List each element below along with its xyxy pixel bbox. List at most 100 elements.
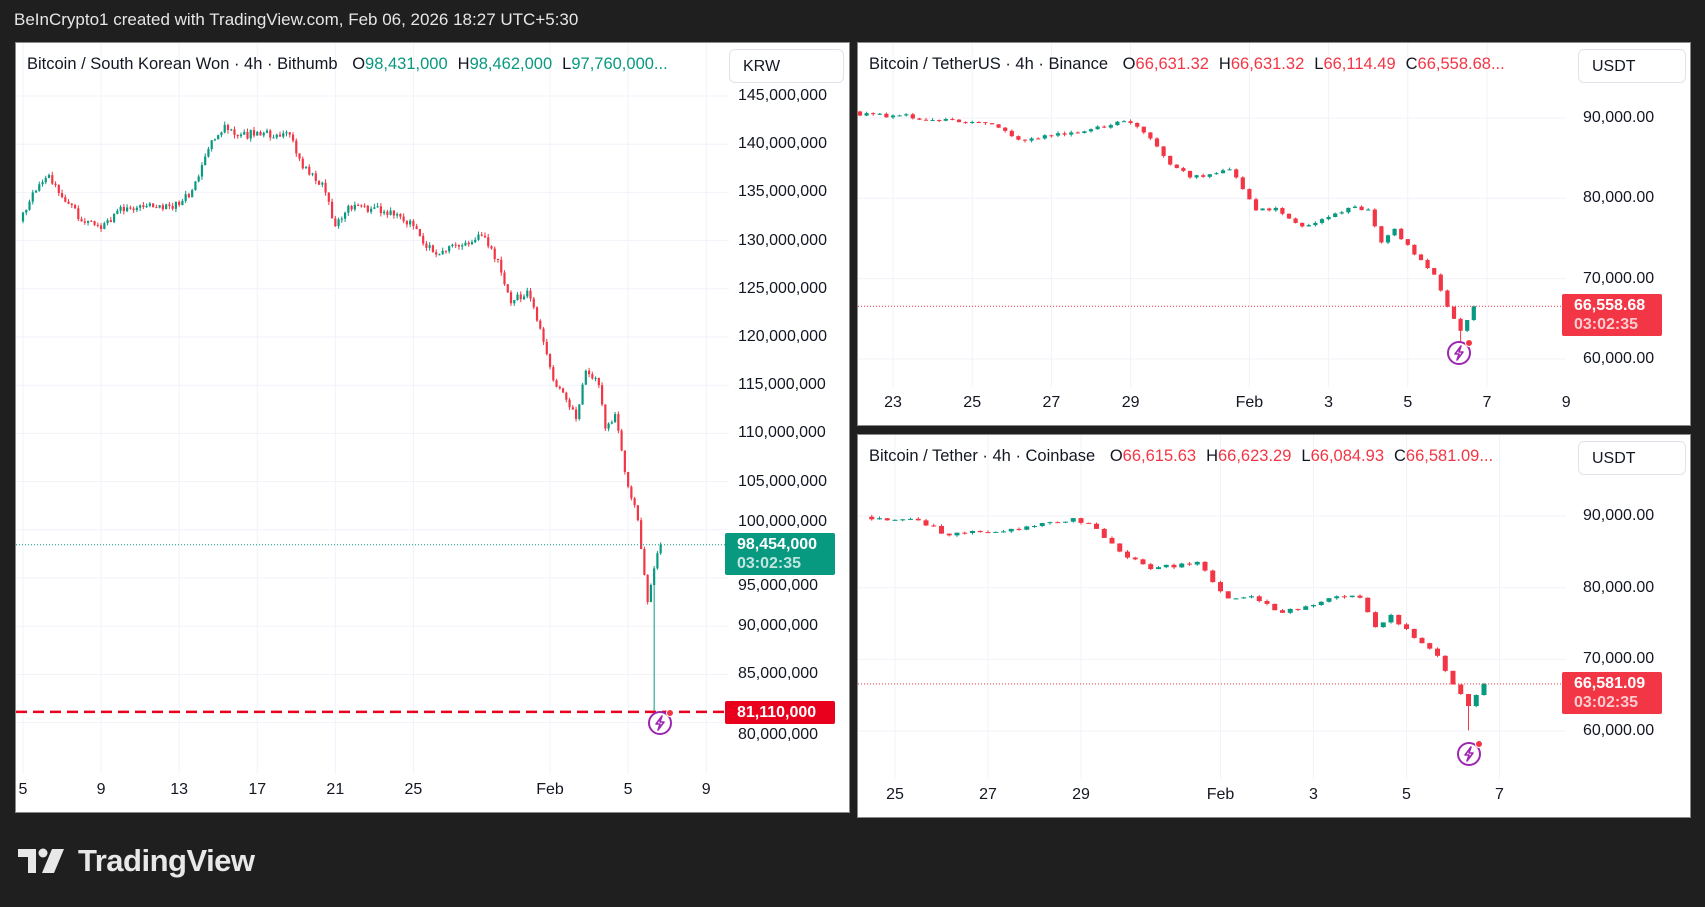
x-axis-tick-label: 29	[1072, 786, 1090, 803]
candle	[1225, 591, 1231, 599]
candle-countdown: 03:02:35	[737, 554, 802, 572]
x-axis-tick-label: 25	[963, 394, 982, 411]
candle	[308, 164, 311, 176]
last-price-value: 66,558.68	[1574, 297, 1646, 315]
candle	[262, 131, 265, 138]
lightning-event-icon[interactable]	[647, 708, 675, 736]
candle	[139, 204, 142, 212]
candle	[122, 204, 125, 215]
candle	[1055, 131, 1061, 137]
ohlc-key: C	[1394, 447, 1406, 465]
candle	[47, 173, 51, 179]
chart-panel-bithumb-btc-krw[interactable]: Bitcoin / South Korean Won · 4h · Bithum…	[15, 42, 850, 813]
candle	[633, 496, 636, 508]
chart-panel-coinbase-btc-usdt[interactable]: Bitcoin / Tether · 4h · Coinbase O66,615…	[857, 434, 1691, 818]
candle	[370, 206, 373, 215]
candle	[617, 411, 620, 434]
candle	[1042, 134, 1047, 140]
candle	[1405, 238, 1410, 246]
candle	[946, 533, 952, 537]
candle	[1207, 174, 1212, 179]
currency-button[interactable]: USDT	[1578, 441, 1686, 475]
ohlc-value: 66,631.32	[1135, 55, 1209, 73]
candlestick-chart[interactable]	[858, 435, 1690, 817]
candle	[503, 270, 506, 286]
candle	[213, 138, 217, 142]
candle	[931, 523, 937, 527]
candle-countdown: 03:02:35	[1574, 693, 1639, 711]
candle	[109, 216, 112, 223]
candle	[60, 189, 64, 199]
candle	[311, 172, 314, 177]
ohlc-key: H	[1206, 447, 1218, 465]
candle	[73, 203, 77, 209]
x-axis-tick-label: 5	[623, 781, 633, 798]
candle	[594, 376, 597, 382]
candle	[1128, 119, 1133, 125]
candle	[1388, 613, 1394, 624]
candle	[1187, 562, 1192, 566]
candle	[422, 232, 425, 246]
candle	[1161, 146, 1166, 158]
candle	[561, 387, 565, 393]
candle	[1086, 522, 1092, 524]
candle	[1427, 642, 1433, 650]
candle	[1009, 129, 1014, 138]
candle	[1425, 258, 1430, 270]
candle	[552, 365, 555, 382]
candle	[1094, 522, 1099, 530]
candle	[360, 204, 363, 208]
candle	[366, 204, 369, 214]
candle	[1357, 594, 1363, 599]
currency-button[interactable]: KRW	[729, 49, 844, 83]
candle	[614, 411, 617, 423]
lightning-event-icon[interactable]	[1456, 739, 1484, 767]
candle	[223, 121, 226, 134]
candle	[509, 290, 513, 306]
ohlc-value: 66,114.49	[1323, 55, 1396, 73]
x-axis-tick-label: 25	[404, 781, 423, 798]
candle	[379, 203, 382, 217]
candle	[542, 327, 545, 346]
candle	[207, 146, 210, 158]
candle	[317, 180, 321, 186]
candle	[1418, 253, 1424, 261]
candle	[493, 246, 496, 263]
alert-price-label[interactable]: 81,110,000	[725, 700, 835, 724]
chart-panel-binance-btc-usdt[interactable]: Bitcoin / TetherUS · 4h · Binance O66,63…	[857, 42, 1691, 426]
candle	[930, 118, 935, 122]
candle	[915, 517, 921, 521]
candle	[448, 245, 451, 254]
candlestick-chart[interactable]	[858, 43, 1690, 425]
candle	[145, 203, 148, 209]
candle	[428, 242, 431, 251]
candle	[908, 517, 913, 521]
x-axis-tick-label: 17	[248, 781, 267, 798]
lightning-event-icon[interactable]	[1446, 338, 1474, 366]
currency-button[interactable]: USDT	[1578, 49, 1686, 83]
candle	[1280, 609, 1285, 613]
ohlc-value: 66,558.68...	[1417, 55, 1505, 73]
candle	[571, 404, 574, 410]
candle	[282, 130, 285, 139]
candle	[884, 112, 889, 118]
candle	[438, 253, 441, 256]
candle	[1471, 305, 1476, 321]
candle	[656, 550, 659, 570]
candle	[337, 217, 340, 229]
y-axis-tick-label: 125,000,000	[738, 279, 827, 297]
candle	[409, 219, 412, 228]
candle	[220, 131, 223, 138]
candle	[535, 306, 539, 322]
price-axis-edge	[1566, 435, 1567, 817]
x-axis-tick-label: Feb	[1206, 786, 1235, 803]
x-axis-tick-label: 9	[1561, 394, 1571, 411]
tradingview-logo[interactable]: TradingView	[18, 843, 255, 879]
candle	[646, 574, 649, 605]
y-axis-tick-label: 60,000.00	[1583, 349, 1655, 367]
candle	[1445, 289, 1450, 308]
candlestick-chart[interactable]	[16, 43, 849, 812]
candle	[640, 517, 643, 550]
candle	[620, 428, 623, 452]
candle	[38, 181, 41, 192]
